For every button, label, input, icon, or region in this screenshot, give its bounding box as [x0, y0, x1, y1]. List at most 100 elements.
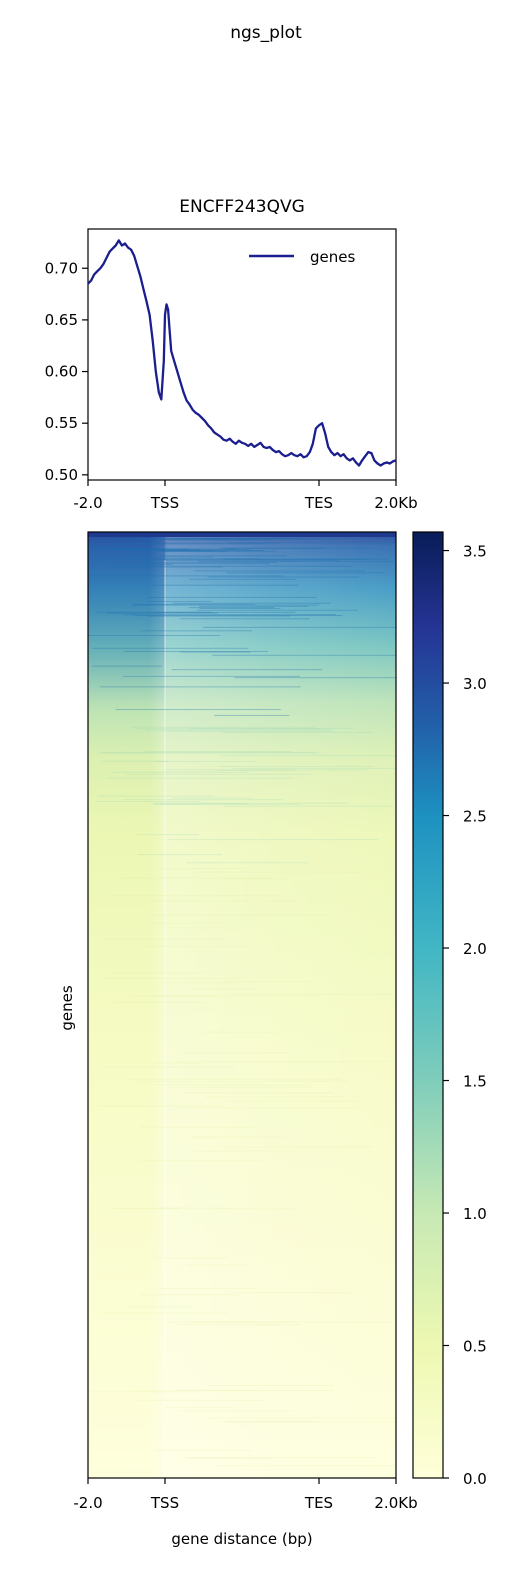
y-tick-label: 0.55 — [45, 414, 78, 432]
heatmap-row-streak — [110, 567, 223, 568]
heatmap-row-streak — [194, 988, 256, 989]
heatmap-row-streak — [220, 755, 395, 756]
heatmap-row-streak — [90, 563, 269, 564]
heatmap-row-streak — [219, 766, 373, 767]
heatmap-row-streak — [98, 796, 215, 797]
heatmap-row-streak — [194, 872, 365, 873]
heatmap-row-streak — [233, 768, 396, 769]
colorbar-axis: 0.0 0.5 1.0 1.5 2.0 2.5 3.0 3.5 — [443, 543, 487, 1488]
heatmap-row-streak — [144, 946, 252, 947]
heatmap-row-streak — [88, 575, 283, 576]
y-tick-label: 0.50 — [45, 466, 78, 484]
heatmap-row-streak — [140, 1294, 240, 1295]
heatmap-row-streak — [92, 648, 248, 649]
heatmap-row-streak — [165, 1407, 231, 1408]
heatmap-row-streak — [151, 585, 299, 586]
heatmap-row-streak — [139, 1160, 261, 1161]
heatmap-row-streak — [113, 564, 173, 565]
heatmap-row-streak — [138, 854, 223, 855]
x-tick-label: 2.0Kb — [374, 494, 417, 512]
heatmap-row-streak — [135, 615, 343, 616]
heatmap-row-streak — [161, 868, 249, 869]
line-chart-x-axis: -2.0 TSS TES 2.0Kb — [73, 480, 417, 512]
heatmap-row-streak — [230, 1292, 351, 1293]
heatmap-row-streak — [199, 608, 280, 609]
colorbar — [413, 532, 443, 1478]
heatmap-row-streak — [224, 806, 392, 807]
heatmap-row-streak — [147, 560, 339, 561]
heatmap-row-streak — [108, 895, 281, 896]
figure-suptitle: ngs_plot — [230, 23, 302, 43]
heatmap-row-streak — [113, 1002, 205, 1003]
heatmap-row-streak — [225, 878, 288, 879]
heatmap-row-streak — [175, 1107, 358, 1108]
heatmap-row-streak — [179, 1410, 292, 1411]
heatmap-row-streak — [194, 570, 366, 571]
heatmap-row-streak — [183, 1457, 376, 1458]
heatmap-row-streak — [126, 558, 262, 559]
heatmap-row-streak — [194, 1151, 298, 1152]
heatmap-row-streak — [176, 1061, 390, 1062]
heatmap-row-streak — [126, 774, 311, 775]
heatmap-row-streak — [203, 1032, 276, 1033]
heatmap-x-axis: -2.0 TSS TES 2.0Kb — [73, 1478, 417, 1512]
heatmap-row-streak — [122, 799, 282, 800]
heatmap-row-streak — [139, 1081, 348, 1082]
heatmap-row-streak — [88, 635, 220, 636]
heatmap-row-streak — [107, 778, 294, 779]
heatmap-row-streak — [90, 1472, 154, 1473]
heatmap-row-streak — [106, 613, 218, 614]
line-chart-y-axis: 0.50 0.55 0.60 0.65 0.70 — [45, 259, 88, 484]
heatmap-row-streak — [215, 1465, 395, 1466]
heatmap-row-streak — [147, 597, 317, 598]
heatmap-row-streak — [169, 927, 237, 928]
heatmap-row-streak — [196, 610, 357, 611]
heatmap-row-streak — [180, 652, 250, 653]
heatmap-row-streak — [100, 686, 301, 687]
colorbar-tick-label: 0.5 — [463, 1338, 487, 1356]
heatmap-row-streak — [160, 555, 286, 556]
colorbar-tick-label: 0.0 — [463, 1470, 487, 1488]
heatmap-row-streak — [186, 1265, 247, 1266]
heatmap-x-label: gene distance (bp) — [171, 1530, 312, 1548]
heatmap-row-streak — [104, 1313, 229, 1314]
heatmap-row-streak — [123, 676, 300, 677]
heatmap-row-streak — [98, 1105, 222, 1106]
heatmap-row-streak — [186, 862, 309, 863]
heatmap-row-streak — [218, 770, 295, 771]
heatmap-row-streak — [226, 572, 385, 573]
heatmap-row-streak — [163, 731, 335, 732]
heatmap-row-streak — [169, 540, 274, 541]
heatmap-row-streak — [172, 798, 250, 799]
heatmap-row-streak — [101, 939, 226, 940]
heatmap-row-streak — [235, 538, 395, 539]
heatmap-row-streak — [154, 1257, 228, 1258]
colorbar-tick-label: 1.5 — [463, 1073, 487, 1091]
heatmap-row-streak — [208, 1385, 334, 1386]
colorbar-tick-label: 2.5 — [463, 808, 487, 826]
y-tick-label: 0.60 — [45, 363, 78, 381]
heatmap-top-rows — [88, 532, 396, 537]
heatmap-row-streak — [208, 1417, 396, 1418]
heatmap-row-streak — [135, 834, 198, 835]
heatmap-row-streak — [178, 1324, 301, 1325]
heatmap-row-streak — [159, 1288, 257, 1289]
heatmap-row-streak — [99, 752, 315, 753]
heatmap-row-streak — [189, 579, 296, 580]
heatmap — [88, 532, 396, 1478]
heatmap-row-streak — [141, 630, 252, 631]
heatmap-row-streak — [127, 543, 266, 544]
heatmap-row-streak — [232, 994, 396, 995]
heatmap-row-streak — [214, 715, 289, 716]
heatmap-row-streak — [128, 1307, 192, 1308]
y-tick-label: 0.70 — [45, 259, 78, 277]
heatmap-row-streak — [140, 900, 301, 901]
heatmap-y-label: genes — [58, 985, 76, 1030]
heatmap-row-streak — [207, 577, 359, 578]
heatmap-row-streak — [192, 1322, 391, 1323]
heatmap-row-streak — [136, 1063, 201, 1064]
heatmap-row-streak — [154, 804, 302, 805]
heatmap-x-tick-label: TES — [304, 1494, 333, 1512]
heatmap-row-streak — [133, 604, 255, 605]
heatmap-row-streak — [162, 551, 227, 552]
